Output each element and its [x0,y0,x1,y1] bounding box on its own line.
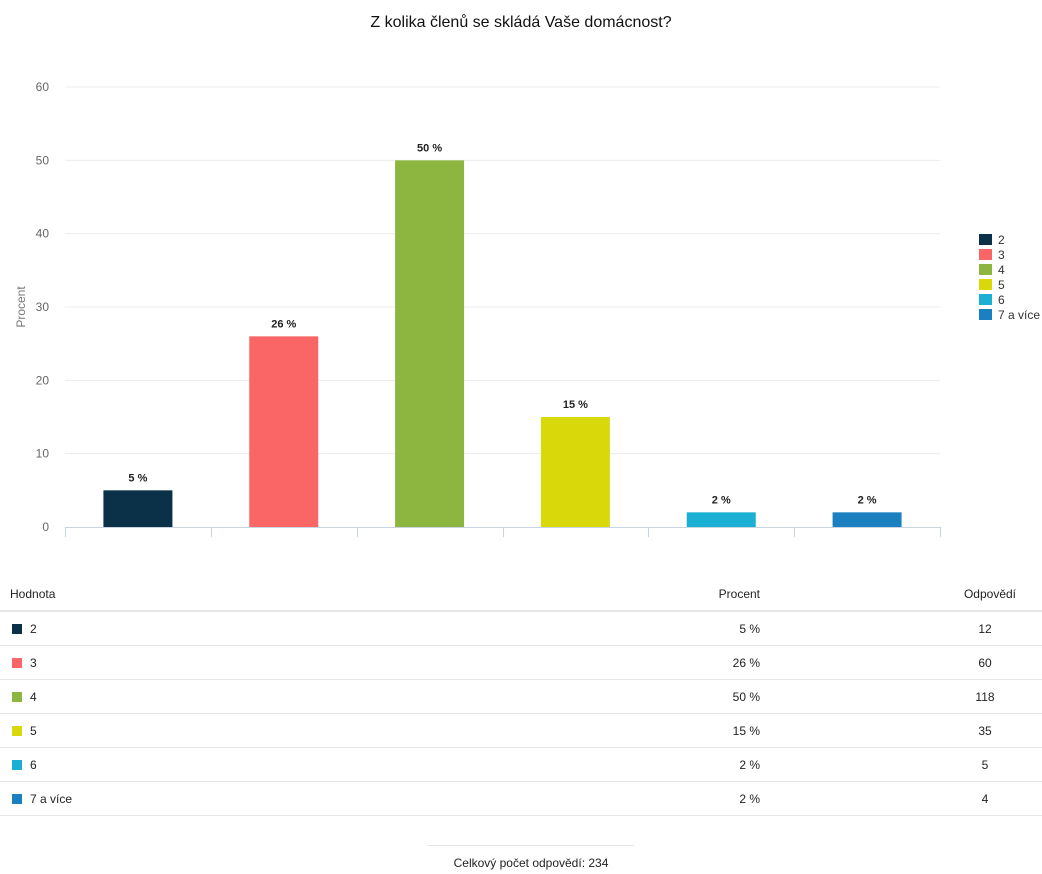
bar[interactable] [540,417,610,527]
table-row: 4 50 % 118 [0,679,1042,714]
row-color-swatch [12,691,22,702]
data-label: 5 % [128,472,147,484]
data-label: 2 % [712,494,731,506]
row-value-text: 4 [30,689,37,704]
bar[interactable] [395,160,465,528]
data-label: 15 % [563,399,588,411]
row-percent: 26 % [229,645,928,680]
row-color-swatch [12,793,22,804]
row-value-text: 3 [30,655,37,670]
data-label: 26 % [271,318,296,330]
row-value: 4 [0,679,230,714]
row-count: 4 [928,781,1042,816]
bar-chart: 5 % 26 % 50 % 15 % 2 % 2 % 0 10 20 30 40 50 60 2345… [14,80,1040,537]
data-label: 2 % [858,494,877,506]
legend-swatch [979,264,992,275]
legend-swatch [979,249,992,260]
row-count: 5 [928,747,1042,782]
row-value: 3 [0,645,230,680]
row-percent: 15 % [229,713,928,748]
row-color-swatch [12,623,22,634]
bar[interactable] [103,490,173,527]
y-tick-label: 40 [36,227,50,241]
row-value: 2 [0,611,230,646]
y-tick-label: 0 [42,520,49,534]
table-row: 2 5 % 12 [0,611,1042,646]
header-value: Hodnota [0,577,230,612]
row-count: 12 [928,611,1042,646]
row-color-swatch [12,759,22,770]
y-tick-label: 60 [36,80,50,94]
table-row: 5 15 % 35 [0,713,1042,748]
row-percent: 5 % [229,611,928,646]
data-label: 50 % [417,142,442,154]
legend-swatch [979,234,992,245]
bar[interactable] [686,512,756,527]
row-color-swatch [12,725,22,736]
legend-item-label[interactable]: 3 [998,248,1005,262]
table-header-row: Hodnota Procent Odpovědí [0,577,1042,612]
chart-title: Z kolika členů se skládá Vaše domácnost? [370,14,672,31]
legend-item-label[interactable]: 5 [998,278,1005,292]
y-tick-label: 10 [36,447,50,461]
row-percent: 2 % [229,781,928,816]
table-row: 6 2 % 5 [0,747,1042,782]
row-value-text: 2 [30,621,37,636]
row-value: 7 a více [0,781,230,816]
legend-item-label[interactable]: 2 [998,233,1005,247]
header-percent: Procent [229,577,928,612]
row-count: 60 [928,645,1042,680]
legend-item-label[interactable]: 6 [998,293,1005,307]
bar[interactable] [832,512,902,527]
bar[interactable] [249,336,319,527]
legend-swatch [979,279,992,290]
total-responses-label: Celkový počet odpovědí: 234 [453,856,609,870]
y-axis-title: Procent [14,286,28,328]
row-value-text: 7 a více [30,791,73,806]
header-count: Odpovědí [928,577,1042,612]
table-row: 3 26 % 60 [0,645,1042,680]
y-tick-label: 30 [36,300,50,314]
row-count: 118 [928,679,1042,714]
row-count: 35 [928,713,1042,748]
table-row: 7 a více 2 % 4 [0,781,1042,816]
y-tick-label: 20 [36,373,50,387]
legend-item-label[interactable]: 7 a více [998,308,1040,322]
y-tick-label: 50 [36,153,50,167]
row-value: 6 [0,747,230,782]
row-value-text: 6 [30,757,37,772]
row-color-swatch [12,657,22,668]
legend-swatch [979,294,992,305]
total-responses: Celkový počet odpovědí: 234 [428,845,634,870]
legend-item-label[interactable]: 4 [998,263,1005,277]
row-percent: 2 % [229,747,928,782]
row-value-text: 5 [30,723,37,738]
row-percent: 50 % [229,679,928,714]
row-value: 5 [0,713,230,748]
legend-swatch [979,309,992,320]
